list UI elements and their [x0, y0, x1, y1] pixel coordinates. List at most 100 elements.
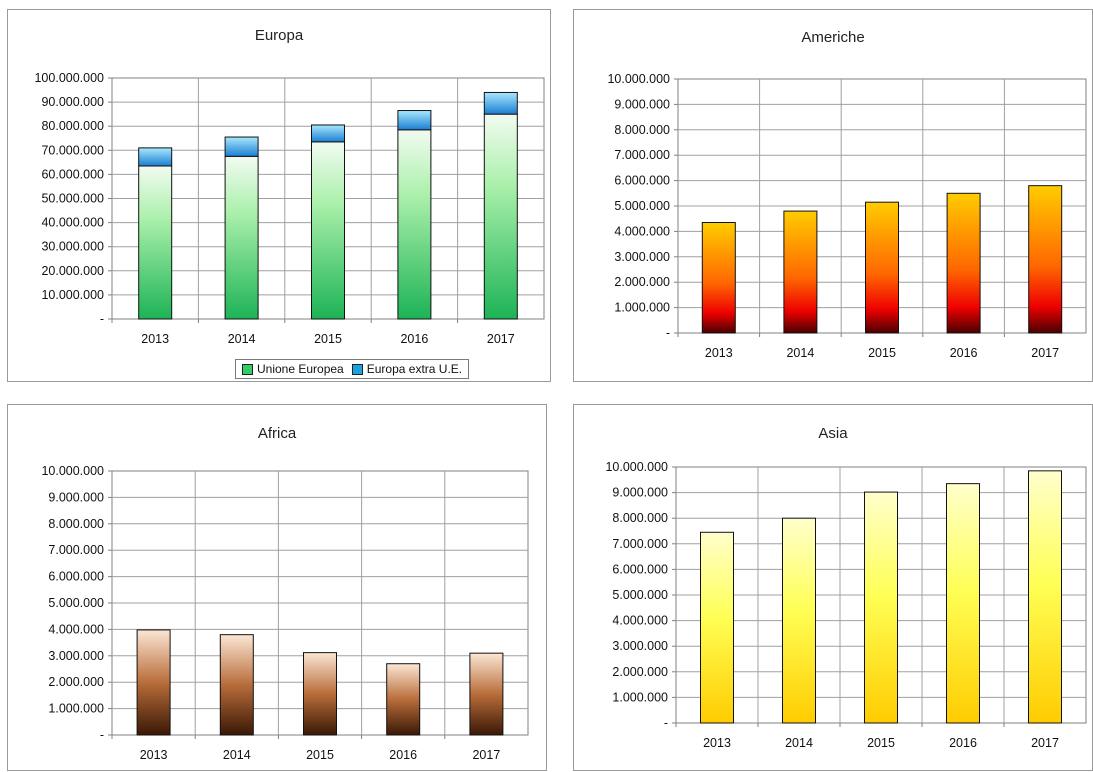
y-tick-label: 7.000.000: [612, 537, 668, 551]
chart-americhe: - 1.000.000 2.000.000 3.000.000 4.000.000 5.0…: [607, 72, 1087, 360]
bar-2017-series-1: [483, 91, 518, 115]
x-tick-label: 2017: [487, 332, 515, 346]
y-tick-label: 4.000.000: [48, 622, 104, 636]
legend-label: Unione Europea: [257, 362, 344, 376]
bar-2016: [386, 663, 421, 736]
bar-2013: [136, 629, 171, 736]
x-tick-label: 2017: [472, 748, 500, 762]
bar-2016: [946, 192, 981, 334]
y-tick-label: 5.000.000: [48, 596, 104, 610]
y-tick-label: 9.000.000: [614, 97, 670, 111]
y-tick-label: 10.000.000: [41, 464, 104, 478]
chart-legend: Unione Europea Europa extra U.E.: [235, 359, 470, 379]
x-tick-label: 2014: [786, 346, 814, 360]
bar-2013-series-0: [138, 165, 173, 320]
y-tick-label: 8.000.000: [614, 123, 670, 137]
y-tick-label: 4.000.000: [614, 224, 670, 238]
y-tick-label: 10.000.000: [605, 460, 668, 474]
y-tick-label: 1.000.000: [612, 690, 668, 704]
y-tick-label: 5.000.000: [614, 199, 670, 213]
bar-2014-series-0: [224, 155, 259, 320]
y-tick-label: 40.000.000: [41, 216, 104, 230]
y-tick-label: -: [666, 326, 670, 340]
x-tick-label: 2016: [950, 346, 978, 360]
bar-2015-series-1: [311, 124, 345, 143]
x-tick-label: 2016: [389, 748, 417, 762]
chart-panel-americhe: Americhe - 1.000.000 2.000.000 3.000.000 4.0…: [573, 9, 1093, 382]
x-tick-label: 2013: [705, 346, 733, 360]
x-tick-label: 2014: [228, 332, 256, 346]
bar-2013: [700, 531, 734, 724]
chart-europa: - 10.000.000 20.000.000 30.000.000 40.000.00…: [34, 71, 545, 346]
bar-2016-series-0: [397, 129, 432, 320]
bar-2016-series-1: [397, 110, 432, 131]
y-tick-label: 7.000.000: [48, 543, 104, 557]
y-tick-label: 5.000.000: [612, 588, 668, 602]
x-tick-label: 2015: [314, 332, 342, 346]
y-tick-label: 8.000.000: [612, 511, 668, 525]
x-tick-label: 2013: [703, 736, 731, 750]
y-tick-label: 90.000.000: [41, 95, 104, 109]
y-tick-label: 3.000.000: [48, 649, 104, 663]
x-tick-label: 2015: [868, 346, 896, 360]
bar-2014: [782, 517, 816, 724]
bar-2017: [469, 652, 504, 736]
x-tick-label: 2015: [306, 748, 334, 762]
x-tick-label: 2016: [400, 332, 428, 346]
chart-title: Africa: [257, 425, 297, 442]
x-tick-label: 2017: [1031, 346, 1059, 360]
chart-panel-asia: Asia - 1.000.000 2.000.000 3.000.000 4.000.0…: [573, 404, 1093, 771]
chart-panel-africa: Africa - 1.000.000 2.000.000 3.000.000 4.000…: [7, 404, 547, 771]
y-tick-label: 3.000.000: [614, 250, 670, 264]
y-tick-label: 100.000.000: [34, 71, 104, 85]
chart-title: Europa: [254, 27, 304, 44]
x-tick-label: 2015: [867, 736, 895, 750]
bar-2017: [1028, 470, 1062, 724]
y-tick-label: 70.000.000: [41, 143, 104, 157]
chart-title: Asia: [818, 425, 848, 442]
legend-item-unione-europea: Unione Europea: [242, 362, 344, 376]
y-tick-label: 2.000.000: [612, 665, 668, 679]
bar-2014-series-1: [224, 136, 259, 157]
legend-item-europa-extra-ue: Europa extra U.E.: [351, 362, 463, 376]
x-tick-label: 2016: [949, 736, 977, 750]
y-tick-label: 30.000.000: [41, 240, 104, 254]
y-tick-label: 2.000.000: [48, 675, 104, 689]
legend-label: Europa extra U.E.: [366, 362, 463, 376]
y-tick-label: 4.000.000: [612, 614, 668, 628]
y-tick-label: -: [100, 312, 104, 326]
y-tick-label: 6.000.000: [614, 174, 670, 188]
y-tick-label: 60.000.000: [41, 167, 104, 181]
y-tick-label: 2.000.000: [614, 275, 670, 289]
chart-title: Americhe: [801, 29, 865, 46]
bar-2013-series-1: [138, 147, 173, 167]
y-tick-label: -: [664, 716, 668, 730]
chart-panel-europa: Europa - 10.000.000 20.000.000 30.000.000 40…: [7, 9, 551, 382]
y-tick-label: 20.000.000: [41, 264, 104, 278]
y-tick-label: -: [100, 728, 104, 742]
y-tick-label: 8.000.000: [48, 517, 104, 531]
x-tick-label: 2014: [785, 736, 813, 750]
bar-2016: [946, 483, 980, 724]
bar-2017-series-0: [483, 113, 518, 320]
chart-africa: - 1.000.000 2.000.000 3.000.000 4.000.000 5.0…: [41, 464, 529, 762]
y-tick-label: 9.000.000: [612, 486, 668, 500]
y-tick-label: 9.000.000: [48, 490, 104, 504]
legend-swatch: [242, 363, 253, 375]
x-tick-label: 2017: [1031, 736, 1059, 750]
y-tick-label: 3.000.000: [612, 639, 668, 653]
y-tick-label: 1.000.000: [614, 301, 670, 315]
y-tick-label: 80.000.000: [41, 119, 104, 133]
chart-asia: - 1.000.000 2.000.000 3.000.000 4.000.000 5.0…: [605, 460, 1087, 750]
x-tick-label: 2014: [223, 748, 251, 762]
y-tick-label: 7.000.000: [614, 148, 670, 162]
bar-2015: [865, 201, 899, 334]
y-tick-label: 10.000.000: [607, 72, 670, 86]
bar-2015-series-0: [311, 141, 345, 320]
bar-2015: [303, 652, 337, 736]
bar-2017: [1028, 185, 1063, 334]
x-tick-label: 2013: [140, 748, 168, 762]
y-tick-label: 6.000.000: [612, 562, 668, 576]
x-tick-label: 2013: [141, 332, 169, 346]
bar-2013: [701, 222, 736, 334]
